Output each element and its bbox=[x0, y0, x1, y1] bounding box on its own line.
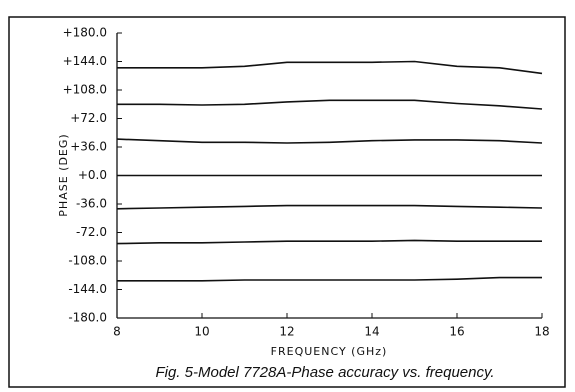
chart-title: Fig. 5-Model 7728A-Phase accuracy vs. fr… bbox=[155, 364, 494, 381]
y-tick-label: +144.0 bbox=[63, 54, 107, 68]
y-tick-label: +36.0 bbox=[70, 140, 107, 154]
x-tick-label: 18 bbox=[534, 325, 549, 339]
x-axis-title: FREQUENCY (GHz) bbox=[271, 345, 388, 358]
data-line bbox=[117, 60, 543, 75]
data-line bbox=[117, 276, 542, 282]
x-tick-label: 8 bbox=[113, 325, 121, 339]
data-line bbox=[116, 204, 543, 210]
y-tick-label: +108.0 bbox=[63, 83, 107, 97]
data-line bbox=[116, 138, 543, 144]
x-tick-label: 16 bbox=[449, 325, 464, 339]
data-line bbox=[116, 239, 542, 245]
x-tick-label: 12 bbox=[279, 325, 294, 339]
x-tick-label: 10 bbox=[194, 325, 209, 339]
data-line bbox=[117, 99, 543, 110]
y-tick-label: -108.0 bbox=[68, 254, 107, 268]
y-tick-label: -36.0 bbox=[76, 197, 107, 211]
y-tick-label: -72.0 bbox=[76, 225, 107, 239]
y-axis-title: PHASE (DEG) bbox=[57, 133, 70, 216]
y-tick-label: +0.0 bbox=[78, 168, 107, 182]
y-tick-label: -144.0 bbox=[68, 282, 107, 296]
y-tick-label: -180.0 bbox=[68, 311, 107, 325]
x-tick-label: 14 bbox=[364, 325, 379, 339]
y-tick-label: +180.0 bbox=[63, 26, 107, 40]
y-tick-label: +72.0 bbox=[70, 111, 107, 125]
figure-frame bbox=[8, 16, 566, 388]
